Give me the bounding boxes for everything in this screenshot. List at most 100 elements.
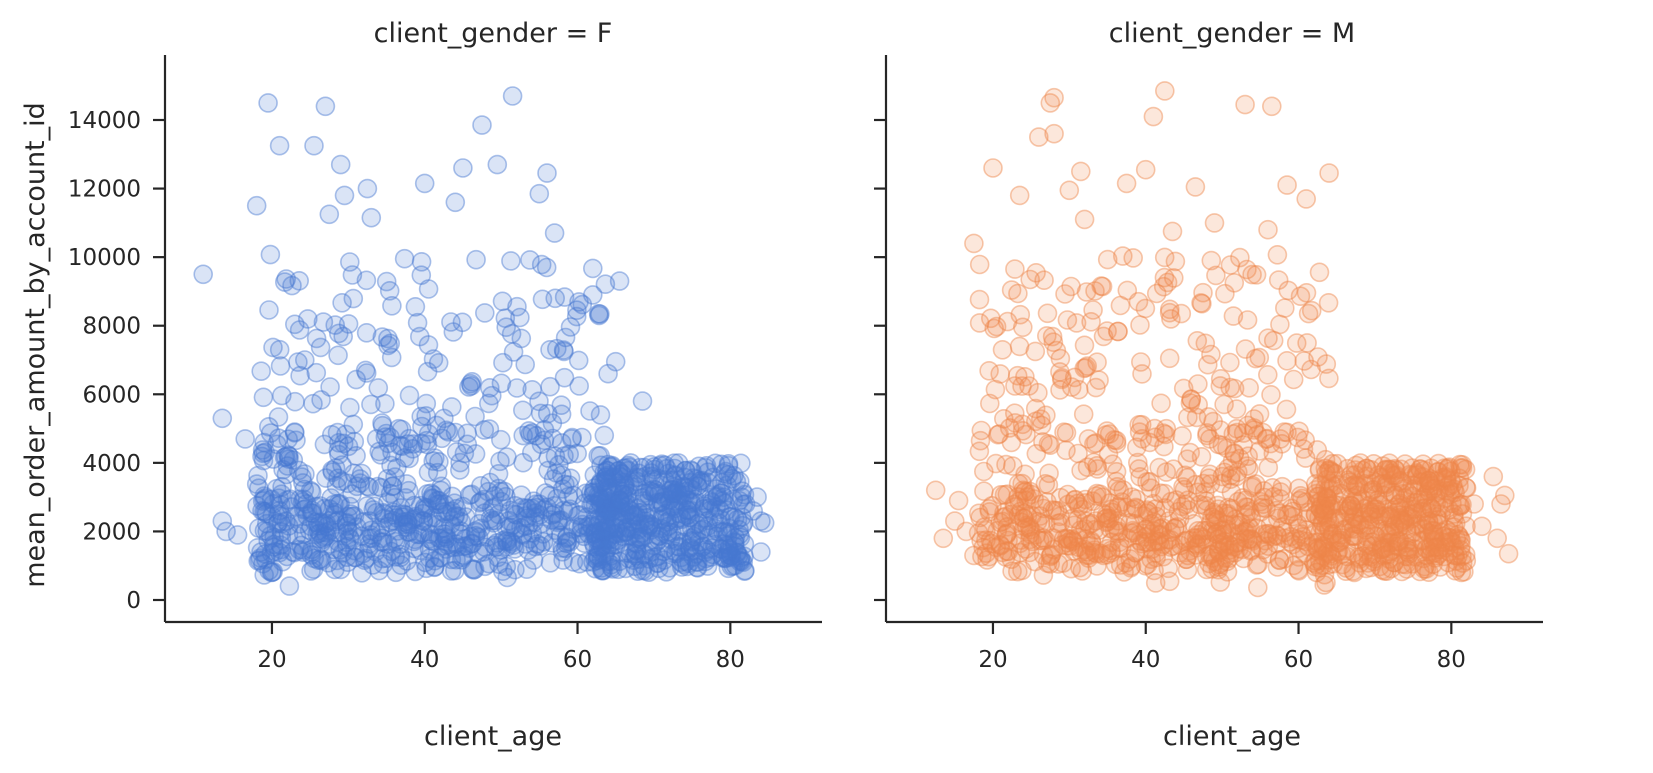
scatter-point: [644, 479, 664, 500]
scatter-point: [503, 514, 524, 535]
scatter-point: [285, 391, 305, 412]
scatter-point: [523, 491, 544, 512]
scatter-point: [588, 529, 609, 550]
scatter-point: [668, 484, 688, 504]
scatter-point: [632, 523, 653, 543]
scatter-point: [337, 536, 357, 557]
scatter-point: [316, 513, 337, 534]
scatter-point: [398, 434, 419, 454]
scatter-point: [648, 493, 668, 514]
scatter-point: [600, 518, 621, 539]
scatter-point: [620, 475, 640, 496]
scatter-point: [576, 552, 597, 572]
scatter-point: [595, 542, 616, 563]
scatter-point: [653, 541, 674, 562]
scatter-point: [278, 516, 299, 536]
scatter-point: [681, 531, 702, 552]
scatter-point: [263, 534, 284, 555]
scatter-point: [419, 539, 440, 560]
scatter-point: [330, 539, 351, 560]
scatter-point: [657, 507, 678, 527]
scatter-point: [589, 305, 609, 326]
scatter-point: [694, 496, 715, 516]
scatter-point: [582, 258, 603, 279]
scatter-point: [1298, 303, 1319, 324]
scatter-point: [672, 491, 692, 512]
scatter-point: [1097, 321, 1117, 341]
panel-male: client_gender = M 20 40 60 80 client_age: [874, 18, 1543, 752]
scatter-point: [1413, 487, 1433, 508]
scatter-point: [652, 522, 673, 543]
scatter-point: [328, 440, 349, 461]
scatter-point: [255, 549, 276, 570]
scatter-point: [679, 538, 700, 559]
scatter-point: [292, 467, 312, 487]
scatter-point: [597, 539, 617, 559]
scatter-point: [380, 333, 401, 354]
scatter-point: [572, 514, 593, 535]
scatter-point: [717, 526, 738, 546]
scatter-point: [670, 485, 691, 505]
scatter-point: [582, 493, 603, 514]
scatter-point: [596, 499, 616, 519]
scatter-point: [726, 471, 747, 492]
scatter-point: [253, 450, 274, 471]
scatter-point: [386, 562, 406, 583]
scatter-point: [450, 521, 471, 541]
scatter-point: [376, 423, 397, 444]
scatter-point: [385, 546, 406, 567]
scatter-point: [390, 547, 411, 568]
scatter-point: [329, 495, 349, 515]
scatter-point: [291, 535, 312, 556]
scatter-point: [456, 507, 476, 527]
scatter-point: [286, 525, 307, 546]
scatter-point: [535, 483, 556, 503]
scatter-point: [415, 552, 436, 573]
scatter-point: [363, 500, 384, 520]
scatter-point: [454, 545, 474, 566]
scatter-point: [708, 521, 728, 542]
scatter-point: [583, 482, 604, 502]
scatter-point: [445, 192, 466, 213]
scatter-point: [1423, 521, 1444, 541]
scatter-point: [480, 472, 500, 493]
scatter-point: [248, 478, 269, 499]
scatter-point: [616, 497, 637, 518]
scatter-point: [542, 428, 563, 449]
scatter-point: [631, 529, 651, 550]
scatter-point: [359, 511, 380, 531]
scatter-point: [647, 553, 668, 573]
scatter-point: [437, 535, 458, 555]
scatter-point: [675, 485, 695, 506]
scatter-point: [1352, 489, 1373, 510]
scatter-point: [409, 326, 430, 347]
scatter-point: [556, 533, 577, 554]
scatter-point: [964, 233, 984, 254]
scatter-point: [290, 365, 310, 386]
scatter-point: [587, 550, 608, 571]
scatter-point: [463, 560, 484, 580]
scatter-point: [1143, 106, 1164, 127]
scatter-point: [336, 513, 357, 534]
scatter-point: [530, 536, 551, 556]
scatter-point: [1278, 505, 1299, 525]
scatter-point: [416, 393, 437, 414]
scatter-point: [529, 183, 550, 204]
scatter-point: [345, 547, 366, 568]
scatter-point: [1044, 87, 1064, 108]
scatter-point: [990, 364, 1011, 384]
scatter-point: [520, 529, 540, 549]
scatter-point: [1238, 415, 1258, 436]
scatter-point: [596, 460, 617, 481]
scatter-point: [968, 503, 989, 524]
scatter-point: [687, 557, 707, 578]
scatter-point: [629, 467, 650, 488]
scatter-point: [378, 516, 398, 537]
scatter-point: [416, 430, 437, 451]
scatter-point: [442, 486, 463, 507]
scatter-point: [522, 423, 543, 443]
scatter-point: [712, 539, 733, 560]
scatter-point: [396, 551, 417, 571]
scatter-point: [227, 525, 248, 545]
scatter-point: [365, 541, 386, 562]
